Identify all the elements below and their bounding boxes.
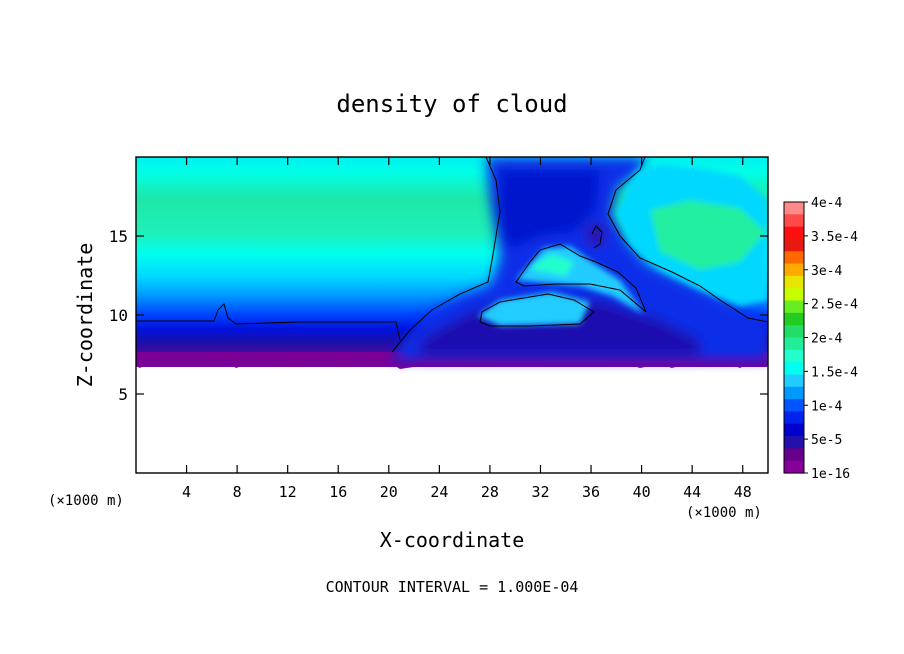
x-tick-label: 40 — [633, 483, 651, 501]
x-tick-label: 4 — [182, 483, 191, 501]
colorbar-swatch — [784, 325, 804, 339]
colorbar: 4e-4 3.5e-4 3e-4 2.5e-4 2e-4 1.5e-4 1e-4 5e-5 1e… — [783, 196, 858, 482]
contour-line-anvil — [515, 243, 647, 313]
colorbar-swatch — [784, 202, 804, 215]
x-unit-left: (×1000 m) — [48, 493, 124, 509]
contour-line-notch — [591, 225, 603, 249]
colorbar-swatch — [784, 448, 804, 462]
x-tick-label: 16 — [329, 483, 347, 501]
contour-line-lower — [136, 303, 401, 341]
contour-lines — [136, 157, 768, 353]
inner-light-regions — [478, 164, 768, 326]
colorbar-swatch — [784, 238, 804, 252]
colorbar-label: 3e-4 — [811, 264, 842, 279]
x-tick-label: 20 — [380, 483, 398, 501]
colorbar-swatch — [784, 275, 804, 289]
colorbar-label: 4e-4 — [811, 196, 842, 211]
x-tick-label: 28 — [481, 483, 499, 501]
colorbar-label: 1e-16 — [811, 467, 850, 482]
colorbar-swatch — [784, 423, 804, 437]
colorbar-label: 1.5e-4 — [811, 365, 858, 380]
x-tick-label: 32 — [531, 483, 549, 501]
colorbar-swatch — [784, 263, 804, 277]
colorbar-swatch — [784, 214, 804, 228]
colorbar-swatch — [784, 251, 804, 265]
colorbar-swatch — [784, 349, 804, 363]
colorbar-swatch — [784, 411, 804, 425]
colorbar-label: 3.5e-4 — [811, 230, 858, 245]
y-tick-label: 10 — [109, 306, 128, 325]
y-axis: 5 10 15 — [109, 227, 768, 404]
colorbar-swatch — [784, 288, 804, 302]
colorbar-swatch — [784, 226, 804, 240]
colorbar-label: 2.5e-4 — [811, 298, 858, 313]
chart-title: density of cloud — [336, 90, 567, 118]
heatmap-field — [136, 157, 768, 473]
x-tick-label: 36 — [582, 483, 600, 501]
x-tick-label: 24 — [430, 483, 448, 501]
x-tick-label: 12 — [279, 483, 297, 501]
contour-line-column — [391, 157, 501, 353]
colorbar-label: 2e-4 — [811, 332, 842, 347]
contour-interval-note: CONTOUR INTERVAL = 1.000E-04 — [326, 578, 579, 596]
colorbar-label: 5e-5 — [811, 433, 842, 448]
x-tick-label: 44 — [683, 483, 701, 501]
colorbar-swatch — [784, 312, 804, 326]
x-unit-right: (×1000 m) — [686, 505, 762, 521]
x-axis: 4 8 12 16 20 24 28 32 36 40 44 48 — [182, 157, 752, 501]
x-tick-label: 8 — [233, 483, 242, 501]
contour-line-inner — [479, 293, 595, 327]
y-axis-label: Z-coordinate — [73, 243, 97, 388]
y-tick-label: 5 — [118, 385, 128, 404]
colorbar-label: 1e-4 — [811, 399, 842, 414]
colorbar-swatch — [784, 300, 804, 314]
colorbar-swatch — [784, 436, 804, 449]
y-tick-label: 15 — [109, 227, 128, 246]
colorbar-swatch — [784, 386, 804, 400]
x-axis-label: X-coordinate — [380, 528, 525, 552]
contour-line-right — [607, 157, 768, 323]
colorbar-swatch — [784, 399, 804, 413]
colorbar-swatch — [784, 374, 804, 388]
colorbar-swatch — [784, 337, 804, 351]
colorbar-swatch — [784, 362, 804, 376]
colorbar-swatch — [784, 460, 804, 474]
x-tick-label: 48 — [734, 483, 752, 501]
